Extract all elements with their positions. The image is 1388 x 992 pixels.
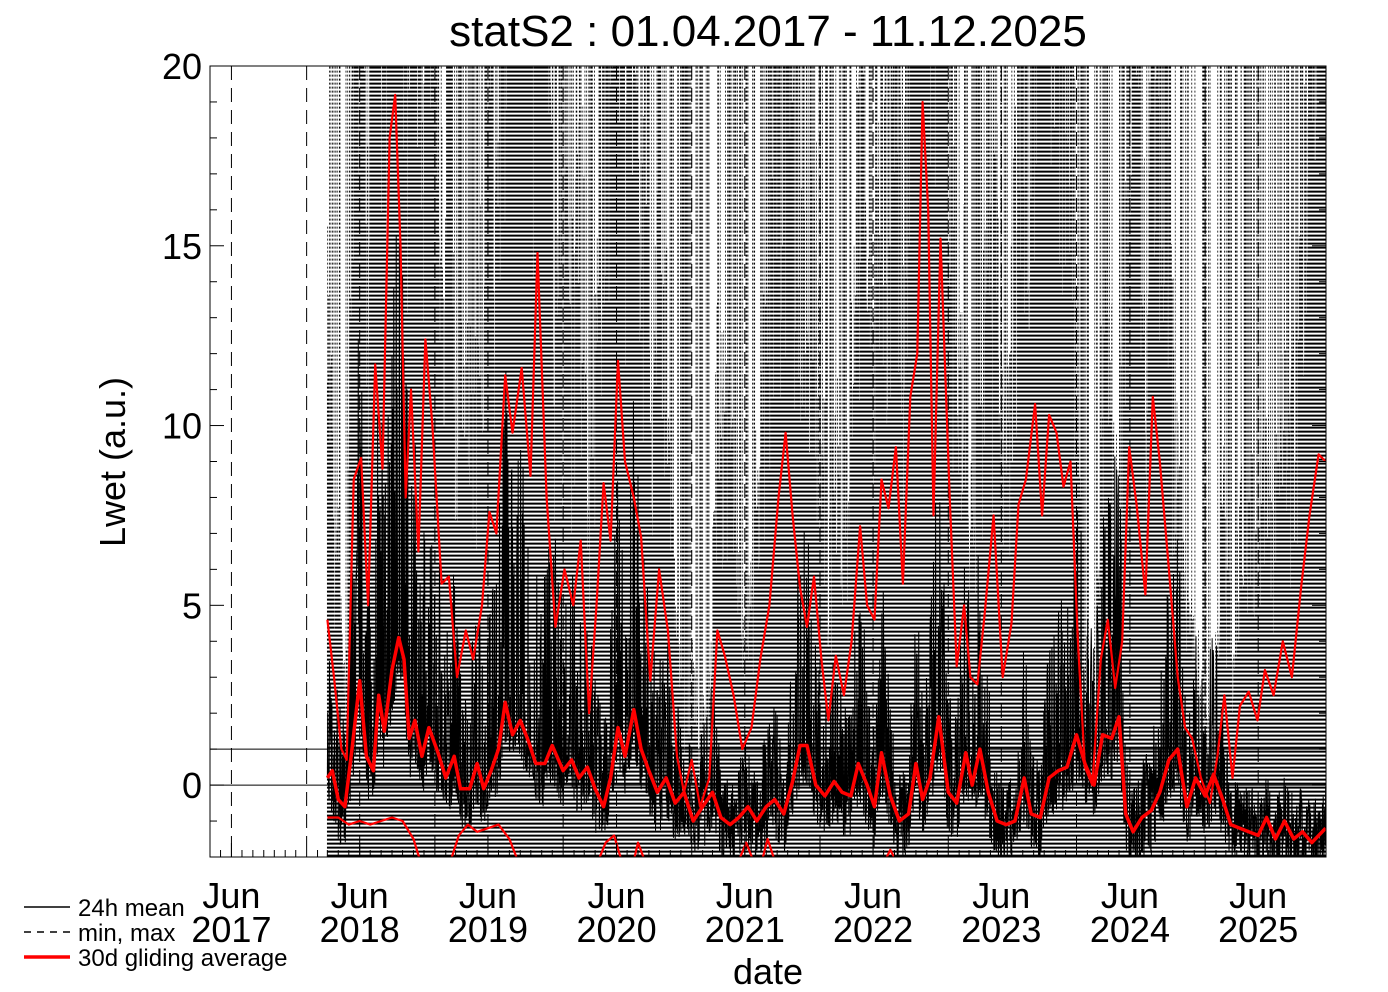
y-tick-label: 10 (162, 406, 202, 447)
legend: 24h mean min, max 30d gliding average (24, 895, 288, 972)
y-tick-label: 0 (182, 765, 202, 806)
x-tick-month: Jun (844, 875, 902, 916)
gliding-average-line (327, 816, 896, 857)
x-tick-month: Jun (588, 875, 646, 916)
daily-mean-line (326, 235, 1326, 857)
legend-label-gliding-average: 30d gliding average (78, 945, 288, 972)
x-tick-month: Jun (459, 875, 517, 916)
x-tick-year: 2017 (191, 909, 271, 950)
gliding-average-series (325, 93, 1326, 857)
chart-title: statS2 : 01.04.2017 - 11.12.2025 (449, 7, 1087, 56)
y-axis-label: Lwet (a.u.) (92, 377, 133, 547)
y-tick-label: 20 (162, 46, 202, 87)
x-tick-month: Jun (972, 875, 1030, 916)
y-tick-label: 15 (162, 226, 202, 267)
x-tick-year: 2018 (320, 909, 400, 950)
x-tick-month: Jun (331, 875, 389, 916)
x-tick-year: 2025 (1218, 909, 1298, 950)
daily-mean-curve (326, 235, 1326, 857)
x-axis: Jun2017Jun2018Jun2019Jun2020Jun2021Jun20… (191, 843, 1323, 950)
x-axis-label: date (733, 951, 803, 992)
x-tick-month: Jun (716, 875, 774, 916)
x-tick-year: 2022 (833, 909, 913, 950)
gliding-average-line (325, 635, 1326, 845)
x-tick-year: 2023 (961, 909, 1041, 950)
x-tick-year: 2024 (1090, 909, 1170, 950)
x-tick-month: Jun (1229, 875, 1287, 916)
x-tick-month: Jun (202, 875, 260, 916)
legend-label-min-max: min, max (78, 920, 175, 947)
x-tick-month: Jun (1101, 875, 1159, 916)
y-tick-label: 5 (182, 585, 202, 626)
legend-label-24h-mean: 24h mean (78, 895, 185, 922)
x-tick-year: 2019 (448, 909, 528, 950)
x-tick-year: 2020 (577, 909, 657, 950)
y-axis: 0 5 10 15 20 (162, 46, 1326, 858)
x-tick-year: 2021 (705, 909, 785, 950)
gliding-average-line (326, 93, 1326, 808)
